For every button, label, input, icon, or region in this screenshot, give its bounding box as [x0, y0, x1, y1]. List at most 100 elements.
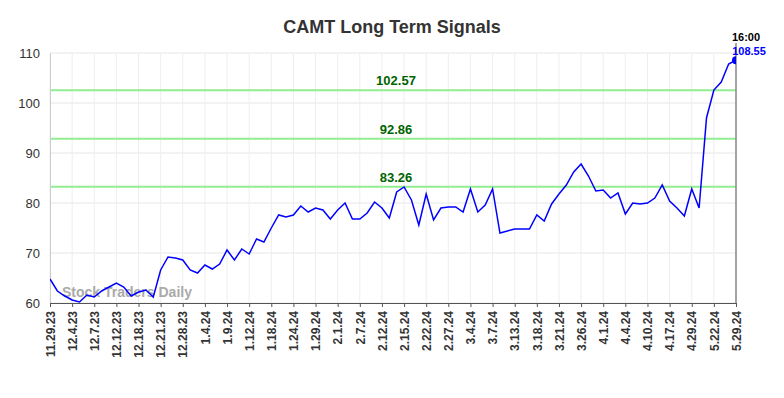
x-tick-mark	[625, 303, 626, 307]
x-tick: 4.17.24	[663, 303, 677, 351]
x-tick: 4.4.24	[619, 303, 633, 344]
reference-lines	[50, 90, 736, 187]
y-tick-label: 110	[19, 46, 40, 61]
x-tick-label: 4.29.24	[685, 311, 699, 351]
x-tick-mark	[205, 303, 206, 307]
x-tick: 4.1.24	[597, 303, 611, 344]
x-tick-mark	[603, 303, 604, 307]
x-tick-label: 12.21.23	[154, 311, 168, 358]
x-tick: 1.9.24	[221, 303, 235, 344]
x-tick-label: 1.12.24	[243, 311, 257, 351]
x-tick: 12.28.23	[176, 303, 190, 358]
x-tick: 12.21.23	[154, 303, 168, 358]
time-label: 16:00	[732, 31, 760, 43]
x-tick: 3.21.24	[553, 303, 567, 351]
x-tick: 11.29.23	[44, 303, 58, 357]
y-tick-label: 70	[26, 246, 40, 261]
reference-label: 102.57	[376, 73, 416, 88]
grid-line-y	[50, 153, 736, 154]
x-axis: 11.29.23 12.4.23 12.7.23 12.12.23 12.18.23 12…	[44, 303, 744, 358]
x-tick-mark	[293, 303, 294, 307]
reference-label: 92.86	[380, 122, 413, 137]
x-tick-mark	[94, 303, 95, 307]
x-tick-mark	[139, 303, 140, 307]
x-tick-label: 3.4.24	[464, 311, 478, 345]
x-tick-mark	[581, 303, 582, 307]
x-tick: 2.12.24	[376, 303, 390, 351]
x-tick-label: 2.15.24	[398, 311, 412, 351]
x-tick: 12.7.23	[88, 303, 102, 351]
x-tick: 1.4.24	[199, 303, 213, 344]
x-tick-mark	[360, 303, 361, 307]
x-tick-label: 2.12.24	[376, 311, 390, 351]
y-tick-label: 100	[18, 96, 40, 111]
x-tick-label: 2.27.24	[442, 311, 456, 351]
x-tick-label: 4.1.24	[597, 311, 611, 345]
last-value-label: 108.55	[732, 45, 766, 57]
x-tick: 3.13.24	[508, 303, 522, 351]
x-tick-label: 4.10.24	[641, 311, 655, 351]
x-tick-mark	[338, 303, 339, 307]
x-tick: 4.10.24	[641, 303, 655, 351]
x-tick-label: 12.7.23	[88, 311, 102, 351]
x-tick-label: 3.21.24	[553, 311, 567, 351]
x-tick-mark	[271, 303, 272, 307]
x-tick-label: 12.4.23	[66, 311, 80, 351]
y-axis-line	[50, 54, 51, 304]
x-tick-mark	[249, 303, 250, 307]
x-tick: 2.7.24	[354, 303, 368, 344]
x-tick-mark	[316, 303, 317, 307]
x-tick: 12.4.23	[66, 303, 80, 351]
x-tick-mark	[670, 303, 671, 307]
grid-line-y	[50, 53, 736, 54]
x-tick-mark	[382, 303, 383, 307]
x-tick-label: 1.4.24	[199, 311, 213, 345]
x-tick-mark	[448, 303, 449, 307]
x-tick-label: 3.26.24	[575, 311, 589, 351]
series	[50, 56, 736, 302]
x-tick-label: 1.29.24	[309, 311, 323, 351]
x-tick: 12.18.23	[132, 303, 146, 358]
grid-line-y	[50, 253, 736, 254]
x-tick-mark	[72, 303, 73, 307]
x-tick: 1.29.24	[309, 303, 323, 351]
x-tick-label: 3.18.24	[531, 311, 545, 351]
x-tick-mark	[470, 303, 471, 307]
x-tick-label: 4.17.24	[663, 311, 677, 351]
x-tick: 2.15.24	[398, 303, 412, 351]
chart: CAMT Long Term SignalsStock Traders Dail…	[0, 0, 784, 398]
x-tick-mark	[493, 303, 494, 307]
reference-line	[50, 89, 736, 91]
x-tick-mark	[692, 303, 693, 307]
x-tick: 2.22.24	[420, 303, 434, 351]
x-tick-mark	[161, 303, 162, 307]
x-tick-label: 5.22.24	[708, 311, 722, 351]
last-point	[732, 56, 736, 64]
grid-line-y	[50, 103, 736, 104]
x-tick-label: 5.29.24	[730, 311, 744, 351]
x-tick-mark	[50, 303, 51, 307]
x-tick: 1.24.24	[287, 303, 301, 351]
x-tick-mark	[647, 303, 648, 307]
grid	[50, 53, 736, 303]
x-tick: 1.12.24	[243, 303, 257, 351]
y-tick: 100	[18, 96, 50, 111]
x-tick: 5.29.24	[730, 303, 744, 351]
x-tick-label: 11.29.23	[44, 311, 58, 357]
x-tick-mark	[559, 303, 560, 307]
x-tick-mark	[426, 303, 427, 307]
x-tick-label: 12.28.23	[176, 311, 190, 358]
y-tick: 90	[26, 146, 50, 161]
y-tick: 60	[26, 296, 50, 311]
x-tick-label: 1.24.24	[287, 311, 301, 351]
reference-label: 83.26	[380, 170, 413, 185]
reference-line	[50, 186, 736, 188]
x-tick-label: 2.1.24	[331, 311, 345, 345]
x-tick-label: 3.13.24	[508, 311, 522, 351]
x-tick: 12.12.23	[110, 303, 124, 358]
x-tick: 3.26.24	[575, 303, 589, 351]
x-tick-mark	[183, 303, 184, 307]
x-tick-label: 1.18.24	[265, 311, 279, 351]
x-tick-mark	[515, 303, 516, 307]
reference-line	[50, 138, 736, 140]
